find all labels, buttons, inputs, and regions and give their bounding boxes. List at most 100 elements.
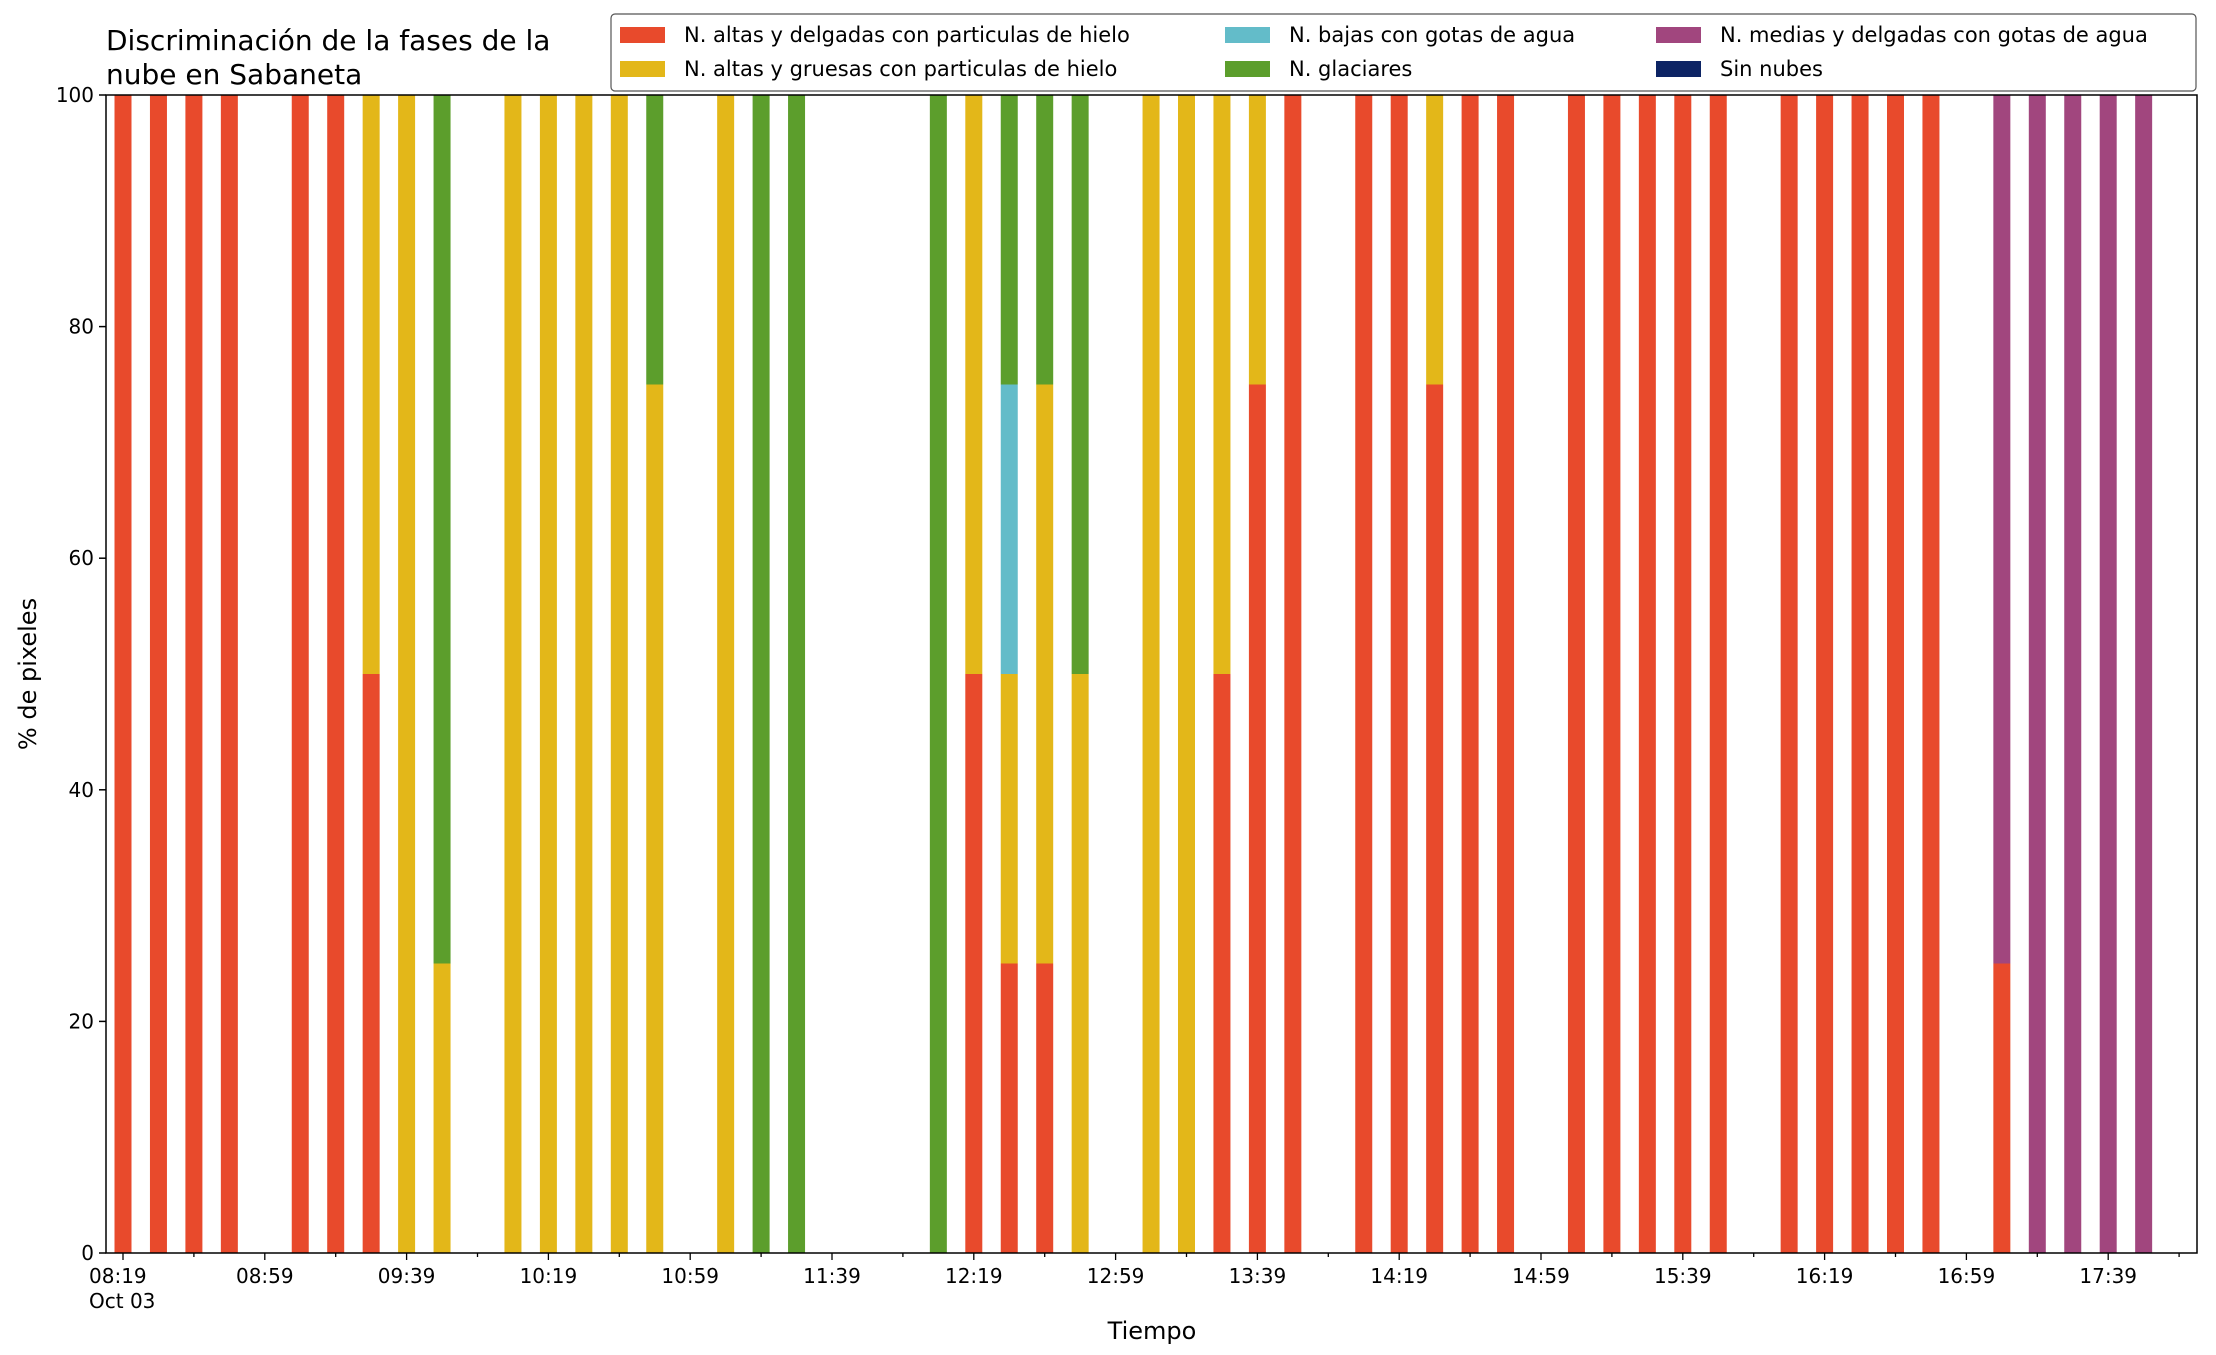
bar-segment-thick_ice-1339 — [1248, 95, 1266, 385]
legend-swatch-glacier — [1225, 61, 1270, 77]
x-tick-label: 12:59 — [1087, 1264, 1145, 1288]
x-tick-label: 14:59 — [1512, 1264, 1570, 1288]
x-tick-sublabel: Oct 03 — [89, 1289, 155, 1313]
legend-label-clear: Sin nubes — [1720, 57, 1823, 81]
bars-layer — [114, 95, 2153, 1253]
bar-segment-thick_ice-0929 — [362, 95, 380, 674]
x-tick-label: 10:59 — [661, 1264, 719, 1288]
bar-segment-thin_ice-1549 — [1709, 95, 1727, 1253]
bar-segment-thick_ice-1229 — [1000, 674, 1018, 964]
legend-box — [610, 13, 2197, 92]
x-tick-label: 08:19 — [89, 1264, 147, 1288]
bar-segment-mid_water-1709 — [1993, 95, 2011, 964]
x-tick-label: 10:19 — [520, 1264, 578, 1288]
x-tick-label: 11:39 — [803, 1264, 861, 1288]
legend-label-low_water: N. bajas con gotas de agua — [1289, 23, 1575, 47]
bar-segment-glacier-1249 — [1071, 95, 1089, 674]
bar-segment-thin_ice-1409 — [1355, 95, 1373, 1253]
x-tick-label: 13:39 — [1229, 1264, 1287, 1288]
bar-segment-mid_water-1739 — [2099, 95, 2117, 1253]
legend-label-mid_water: N. medias y delgadas con gotas de agua — [1720, 23, 2148, 47]
x-tick-label: 14:19 — [1370, 1264, 1428, 1288]
bar-segment-thin_ice-1619 — [1816, 95, 1834, 1253]
bar-segment-thin_ice-1529 — [1638, 95, 1656, 1253]
chart-title-line-1: Discriminación de la fases de la — [106, 24, 550, 57]
bar-segment-thick_ice-1309 — [1142, 95, 1160, 1253]
plot-frame — [105, 94, 2198, 1254]
y-tick-label: 20 — [69, 1009, 94, 1033]
bar-segment-thick_ice-1429 — [1426, 95, 1444, 385]
bar-segment-thin_ice-1539 — [1674, 95, 1692, 1253]
x-tick-label: 17:39 — [2079, 1264, 2137, 1288]
bar-segment-thick_ice-1329 — [1213, 95, 1231, 674]
bar-segment-thin_ice-1339 — [1248, 384, 1266, 1253]
bar-segment-glacier-0949 — [433, 95, 451, 964]
bar-segment-thin_ice-0839 — [185, 95, 203, 1253]
bar-segment-glacier-1229 — [1000, 95, 1018, 385]
bar-segment-mid_water-1729 — [2064, 95, 2082, 1253]
bar-segment-thin_ice-1229 — [1000, 963, 1018, 1253]
legend-label-glacier: N. glaciares — [1289, 57, 1412, 81]
x-tick-label: 16:19 — [1796, 1264, 1854, 1288]
bar-segment-mid_water-1719 — [2028, 95, 2046, 1253]
bar-segment-thick_ice-0949 — [433, 963, 451, 1253]
bar-segment-thick_ice-0939 — [398, 95, 416, 1253]
bar-segment-thin_ice-0829 — [149, 95, 167, 1253]
bar-segment-thin_ice-1519 — [1603, 95, 1621, 1253]
legend: N. altas y delgadas con particulas de hi… — [610, 13, 2197, 92]
bar-segment-thin_ice-1509 — [1567, 95, 1585, 1253]
bar-segment-low_water-1229 — [1000, 384, 1018, 674]
bar-segment-thick_ice-1019 — [539, 95, 557, 1253]
legend-swatch-clear — [1656, 61, 1701, 77]
y-axis-label: % de pixeles — [14, 598, 42, 750]
legend-label-thick_ice: N. altas y gruesas con particulas de hie… — [684, 57, 1117, 81]
bar-segment-thin_ice-1239 — [1036, 963, 1054, 1253]
x-tick-label: 09:39 — [378, 1264, 436, 1288]
x-axis-label: Tiempo — [1107, 1317, 1197, 1345]
bar-segment-thin_ice-0849 — [220, 95, 238, 1253]
y-axis: 0 20 40 60 80 100 — [56, 83, 106, 1265]
bar-segment-glacier-1049 — [646, 95, 664, 385]
y-tick-label: 40 — [69, 778, 94, 802]
chart-title-line-2: nube en Sabaneta — [106, 58, 362, 91]
bar-segment-thin_ice-1609 — [1780, 95, 1798, 1253]
bar-segment-glacier-1209 — [929, 95, 947, 1253]
bar-segment-thick_ice-1219 — [965, 95, 983, 674]
y-tick-label: 0 — [81, 1241, 94, 1265]
bar-segment-thick_ice-1319 — [1178, 95, 1195, 1253]
bar-segment-thin_ice-0929 — [362, 674, 380, 1253]
bar-segment-thin_ice-1419 — [1390, 95, 1408, 1253]
bar-segment-thin_ice-1329 — [1213, 674, 1231, 1253]
bar-segment-thick_ice-1039 — [610, 95, 628, 1253]
bar-segment-thin_ice-1709 — [1993, 963, 2011, 1253]
bar-segment-thick_ice-1009 — [504, 95, 522, 1253]
bar-segment-thin_ice-1449 — [1497, 95, 1515, 1253]
legend-swatch-thin_ice — [620, 27, 665, 43]
bar-segment-glacier-1119 — [752, 95, 770, 1253]
legend-swatch-thick_ice — [620, 61, 665, 77]
x-tick-label: 15:39 — [1654, 1264, 1712, 1288]
bar-segment-thin_ice-1429 — [1426, 384, 1444, 1253]
legend-swatch-mid_water — [1656, 27, 1701, 43]
legend-swatch-low_water — [1225, 27, 1270, 43]
bar-segment-thin_ice-1629 — [1851, 95, 1869, 1253]
bar-segment-thick_ice-1239 — [1036, 384, 1054, 964]
bar-segment-thin_ice-0909 — [291, 95, 309, 1253]
bar-segment-thick_ice-1029 — [575, 95, 593, 1253]
bar-segment-glacier-1129 — [788, 95, 806, 1253]
bar-segment-mid_water-1749 — [2135, 95, 2153, 1253]
x-tick-label: 12:19 — [945, 1264, 1003, 1288]
y-tick-label: 100 — [56, 83, 94, 107]
bar-segment-thin_ice-0819 — [114, 95, 132, 1253]
bar-segment-thick_ice-1249 — [1071, 674, 1089, 1253]
y-tick-label: 60 — [69, 546, 94, 570]
bar-segment-thin_ice-1649 — [1922, 95, 1940, 1253]
x-tick-label: 16:59 — [1938, 1264, 1996, 1288]
bar-segment-thin_ice-1219 — [965, 674, 983, 1253]
y-tick-label: 80 — [69, 315, 94, 339]
bar-segment-thin_ice-1349 — [1284, 95, 1302, 1253]
bar-segment-thick_ice-1109 — [717, 95, 735, 1253]
bar-segment-thick_ice-1049 — [646, 384, 664, 1253]
